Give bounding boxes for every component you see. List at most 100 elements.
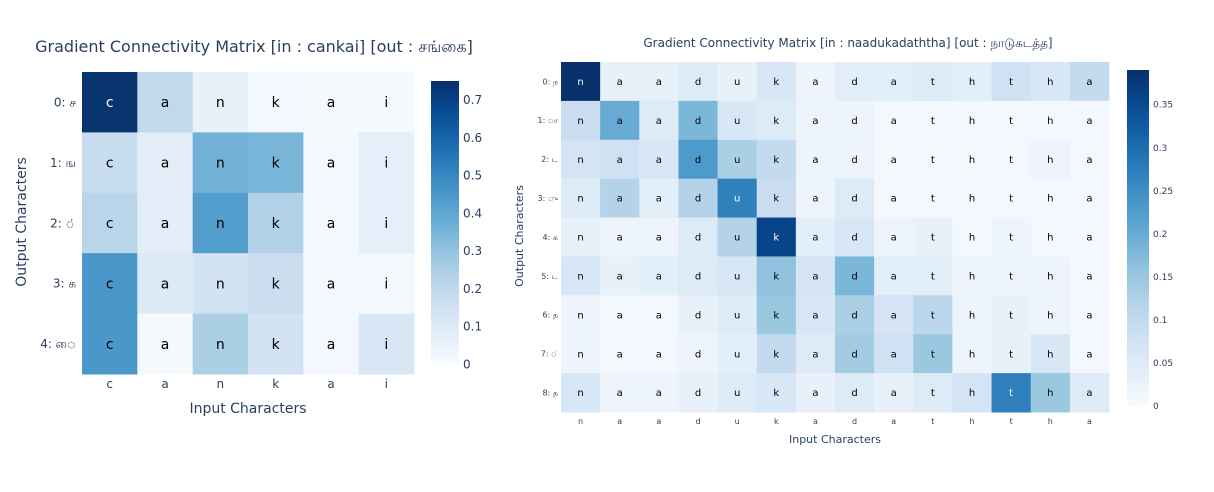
heatmap-cell-label: a [812,310,818,321]
heatmap-cell-label: a [161,156,170,172]
heatmap-cell [717,256,758,296]
left-heatmap-panel: Gradient Connectivity Matrix [in : canka… [0,0,540,488]
y-tick-label: 0: ச [54,96,76,110]
heatmap-cell [1069,334,1110,374]
heatmap-cell-label: i [384,156,388,172]
colorbar-tick-label: 0.2 [1153,230,1167,240]
colorbar-tick-label: 0.2 [463,282,482,296]
heatmap-cell [600,334,640,374]
heatmap-cell [303,313,360,375]
heatmap-cell [795,178,836,219]
heatmap-cell-label: a [617,116,623,127]
heatmap-cell-label: d [695,233,701,244]
heatmap-cell-label: n [577,388,583,399]
heatmap-cell-label: d [851,388,857,399]
heatmap-cell-label: a [812,155,818,166]
heatmap-cell-label: d [851,349,857,360]
heatmap-cell [600,62,640,102]
heatmap-cell-label: n [577,349,583,360]
heatmap-cell [82,132,138,194]
heatmap-cell-label: d [695,310,701,321]
heatmap-cell-label: n [216,276,225,292]
colorbar-tick-label: 0 [463,357,471,371]
y-tick-label: 3: ு [538,194,558,203]
heatmap-cell [991,295,1032,335]
heatmap-cell-label: u [734,349,740,360]
heatmap-cell-label: d [851,155,857,166]
heatmap-cell-label: a [656,155,662,166]
heatmap-cell-label: t [931,77,935,88]
heatmap-cell-label: h [1047,271,1053,282]
heatmap-cell-label: t [931,388,935,399]
heatmap-cell-label: d [851,116,857,127]
heatmap-cell-label: a [617,194,623,205]
heatmap-cell-label: i [384,216,388,232]
heatmap-cell-label: k [272,156,281,172]
heatmap-cell-label: u [734,116,740,127]
heatmap-cell-label: i [384,276,388,292]
heatmap-cell-label: h [1047,194,1053,205]
heatmap-cell [991,100,1032,141]
heatmap-cell [192,313,249,375]
heatmap-cell-label: u [734,155,740,166]
x-axis-title: Input Characters [789,433,881,446]
heatmap-cell-label: a [1086,233,1092,244]
y-tick-label: 1: ங [50,156,76,170]
heatmap-cell-label: a [617,349,623,360]
heatmap-cell-label: a [812,233,818,244]
heatmap-cell-label: i [384,337,388,353]
heatmap-cell [835,373,875,413]
heatmap-cell-label: k [272,276,281,292]
heatmap-cell-label: k [773,194,779,205]
heatmap-cell [1030,139,1071,180]
heatmap-cell [991,62,1032,102]
heatmap-cell [1030,373,1071,413]
heatmap-cell [678,62,719,102]
heatmap-cell [756,178,797,219]
heatmap-cell [991,139,1032,180]
heatmap-cell [874,139,914,180]
heatmap-cell-label: d [851,310,857,321]
heatmap-cell-label: t [931,233,935,244]
colorbar-tick-label: 0.1 [1153,316,1167,326]
heatmap-cell-label: a [327,216,336,232]
heatmap-cell [303,72,360,133]
heatmap-cell [1030,295,1071,335]
heatmap-cell-label: t [1009,116,1013,127]
colorbar-tick-label: 0.6 [463,131,482,145]
heatmap-cell [192,192,249,254]
heatmap-cell [678,139,719,180]
heatmap-cell [561,100,601,141]
heatmap-cell-label: k [773,271,779,282]
heatmap-cell [835,295,875,335]
heatmap-cell [192,132,249,194]
heatmap-cell-label: h [1047,310,1053,321]
heatmap-cell-label: h [969,77,975,88]
heatmap-cell-label: a [617,77,623,88]
heatmap-cell [600,100,640,141]
y-tick-label: 0: ந [543,77,558,86]
heatmap-cell [991,217,1032,257]
x-tick-label: k [774,417,779,426]
heatmap-cell [874,62,914,102]
heatmap-cell-label: u [734,77,740,88]
heatmap-cell [717,100,758,141]
heatmap-cell-label: t [1009,388,1013,399]
heatmap-cell-label: a [656,233,662,244]
y-tick-label: 8: த [542,388,558,397]
heatmap-cell [835,256,875,296]
heatmap-cell-label: a [161,337,170,353]
heatmap-cell [991,178,1032,219]
heatmap-cell-label: h [1047,77,1053,88]
heatmap-cell [303,192,360,254]
x-tick-label: a [813,417,818,426]
x-tick-label: k [272,377,279,391]
x-tick-label: t [931,417,934,426]
heatmap-cell-label: d [695,388,701,399]
heatmap-cell [600,295,640,335]
heatmap-cell [192,253,249,315]
heatmap-cell-label: k [773,388,779,399]
heatmap-cell-label: a [812,271,818,282]
x-tick-label: h [1048,417,1053,426]
heatmap-cell [756,256,797,296]
